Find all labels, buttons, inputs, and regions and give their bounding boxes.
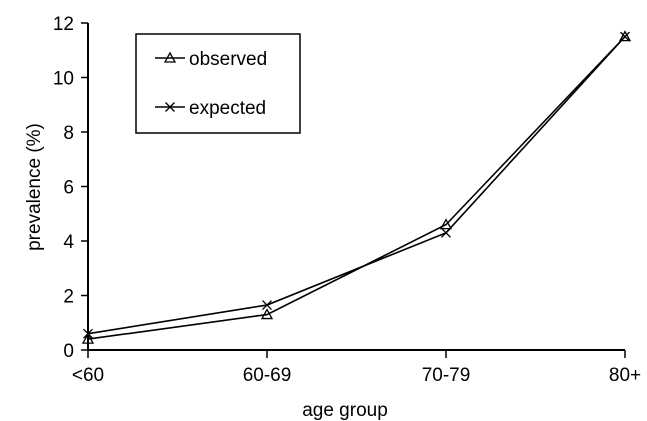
y-tick-label: 8 [63,123,74,144]
legend-label-expected: expected [189,98,266,119]
y-tick-label: 6 [63,178,74,199]
y-tick-label: 0 [63,341,74,362]
y-tick-label: 12 [53,14,74,35]
y-axis-title: prevalence (%) [24,123,45,251]
data-point-expected [262,300,272,310]
legend-box [135,33,301,134]
y-tick-label: 2 [63,287,74,308]
y-tick-label: 4 [63,232,74,253]
x-tick-label: 80+ [609,365,641,386]
legend: observed expected [135,33,301,134]
y-axis: 0 2 4 6 8 10 12 [53,14,89,362]
x-axis: <60 60-69 70-79 80+ [72,349,641,386]
data-point-observed [260,308,274,320]
y-tick-label: 10 [53,69,74,90]
series-layer [81,30,632,344]
x-tick-label: 60-69 [243,365,292,386]
legend-label-observed: observed [189,49,267,70]
data-point-expected [620,31,630,42]
x-axis-title: age group [302,400,388,421]
series-line-expected [87,36,626,335]
data-point-observed [163,51,177,63]
x-tick-label: <60 [72,365,104,386]
x-tick-label: 70-79 [422,365,471,386]
data-point-observed [81,332,95,344]
data-point-observed [618,30,632,42]
data-point-expected [165,102,175,112]
data-point-expected [83,328,93,339]
data-point-observed [439,218,453,230]
data-point-expected [441,227,451,238]
